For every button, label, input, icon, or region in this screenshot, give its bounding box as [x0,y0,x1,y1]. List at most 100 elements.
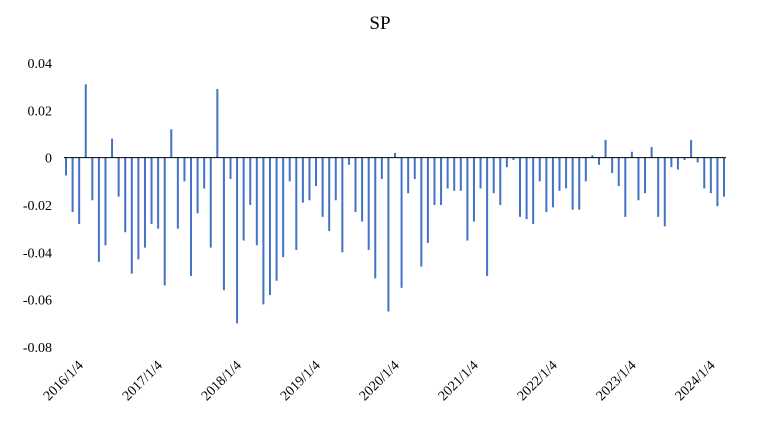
x-tick-label: 2019/1/4 [278,358,324,404]
bar [624,157,627,217]
bar [203,157,206,189]
y-tick-label: 0 [45,152,52,167]
y-tick-label: -0.04 [23,246,52,261]
x-tick-label: 2022/1/4 [515,358,561,404]
bar [716,157,719,207]
y-tick-label: -0.02 [23,199,52,214]
bar [78,157,81,224]
bar [676,157,679,170]
bar [91,157,94,201]
bar [163,157,166,286]
bar [170,129,173,158]
bar [512,157,515,161]
bar [663,157,666,227]
bar [519,157,522,217]
bar [176,157,179,229]
bar [565,157,568,189]
bar [354,157,357,213]
bar [255,157,258,246]
bar [479,157,482,189]
chart-title: SP [369,13,390,34]
bar [97,157,100,262]
bar [644,157,647,194]
bar [268,157,271,295]
bar [222,157,225,291]
bar [216,89,219,158]
y-tick-label: -0.08 [23,341,52,356]
bar [209,157,212,248]
bar [472,157,475,222]
bar [558,157,561,191]
x-tick-label: 2018/1/4 [199,358,245,404]
bar [492,157,495,194]
bar [486,157,489,276]
bar [604,139,607,158]
bar [236,157,239,324]
bar [295,157,298,250]
y-axis-ticks: 0.04 0.02 0 -0.02 -0.04 -0.06 -0.08 [23,57,52,356]
bar [117,157,120,197]
bar [446,157,449,189]
bar [637,157,640,201]
x-tick-label: 2020/1/4 [357,358,403,404]
bar [328,157,331,232]
bar [690,139,693,158]
bar [137,157,140,260]
bar [597,157,600,165]
bar [301,157,304,203]
x-tick-label: 2023/1/4 [594,358,640,404]
bar [505,157,508,168]
bar [157,157,160,229]
bar [459,157,462,191]
bar [696,157,699,163]
bar [650,147,653,158]
bar [466,157,469,241]
bar [308,157,311,201]
bar [532,157,535,224]
bar [65,157,67,176]
bar [374,157,377,279]
bar [387,157,390,312]
bar [538,157,541,182]
bar [571,157,574,210]
bar [426,157,429,243]
bar [683,157,686,161]
y-tick-label: 0.02 [28,104,53,119]
bar [242,157,245,241]
bar [84,84,87,158]
bar [617,157,620,187]
bar [275,157,278,281]
bar [413,157,416,179]
bar [670,157,673,168]
bar [315,157,318,187]
bar [630,151,633,158]
bar [584,157,587,182]
bar [611,157,614,174]
x-axis-ticks: 2016/1/4 2017/1/4 2018/1/4 2019/1/4 2020/1/4… [41,358,719,404]
bar [150,157,153,224]
bar [262,157,265,305]
bar [433,157,436,205]
bar [347,157,350,165]
bar [709,157,712,194]
bar [124,157,127,233]
bar [282,157,285,258]
y-tick-label: -0.06 [23,294,52,309]
bar [229,157,232,179]
bar [525,157,528,220]
bar [551,157,554,208]
bar [578,157,581,210]
bar [367,157,370,250]
bar [703,157,706,189]
bar [420,157,423,267]
bar [143,157,146,248]
bar [591,155,594,158]
bar [407,157,410,194]
bar [130,157,133,274]
bar [288,157,291,182]
x-tick-label: 2021/1/4 [436,358,482,404]
y-tick-label: 0.04 [28,57,53,72]
bar [400,157,403,288]
x-tick-label: 2016/1/4 [41,358,87,404]
bar [249,157,252,205]
